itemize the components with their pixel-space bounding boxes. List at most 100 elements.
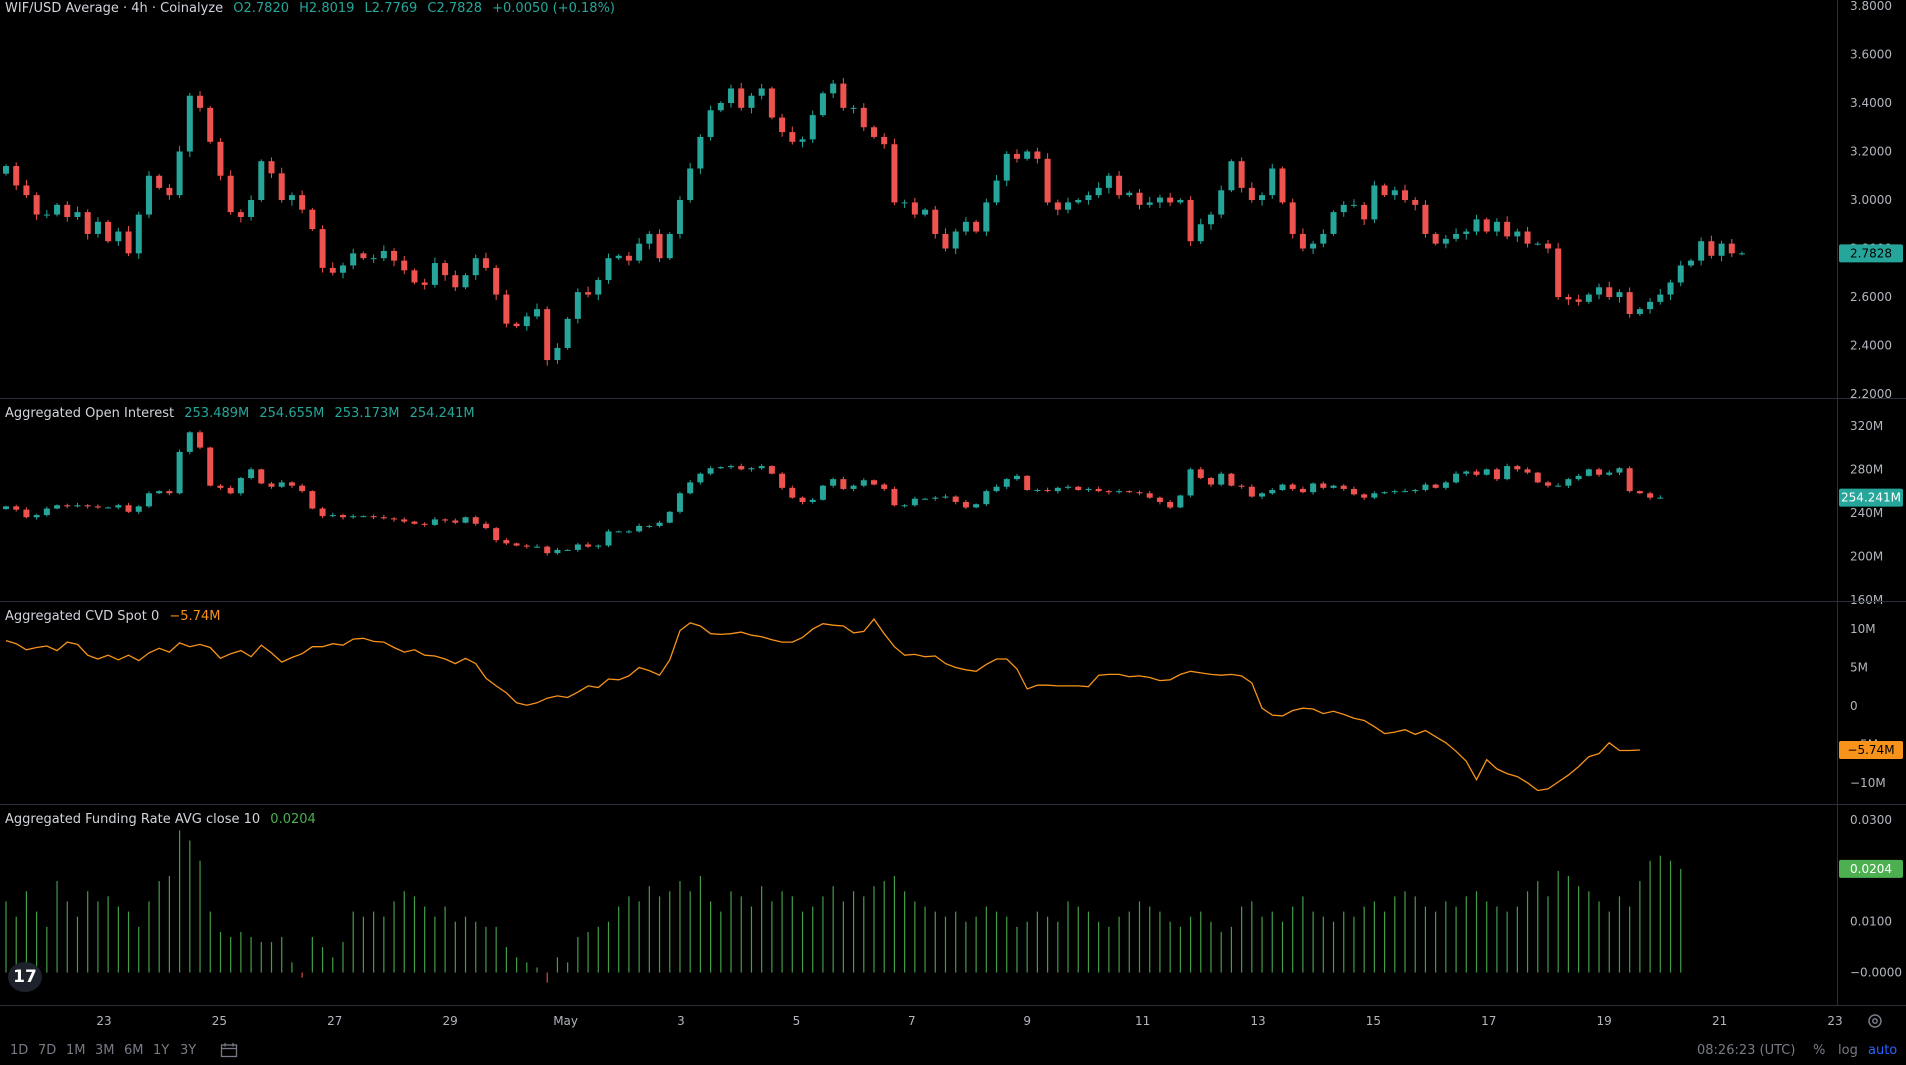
- oi-candle: [1463, 471, 1470, 474]
- oi-candle: [1218, 473, 1225, 485]
- price-candle: [625, 255, 632, 261]
- oi-candle: [1453, 473, 1460, 483]
- price-candle: [1279, 168, 1286, 203]
- price-candle: [319, 229, 326, 268]
- price-candle: [166, 187, 173, 196]
- log-scale-toggle[interactable]: log: [1838, 1043, 1858, 1058]
- percent-scale-toggle[interactable]: %: [1813, 1043, 1826, 1058]
- price-candle: [1504, 221, 1511, 237]
- oi-candle: [1238, 485, 1245, 487]
- auto-scale-toggle[interactable]: auto: [1868, 1043, 1898, 1058]
- price-candle: [1116, 175, 1123, 196]
- oi-candle: [94, 506, 101, 508]
- oi-candle: [1228, 473, 1235, 486]
- price-candle: [197, 95, 204, 108]
- range-1m-button[interactable]: 1M: [66, 1043, 86, 1058]
- price-candle: [1402, 190, 1409, 200]
- oi-candle: [697, 473, 704, 483]
- price-axis-tick: 2.4000: [1850, 339, 1892, 353]
- oi-candle: [544, 546, 551, 554]
- price-candle: [54, 204, 61, 215]
- range-3m-button[interactable]: 3M: [95, 1043, 115, 1058]
- price-candle: [697, 136, 704, 169]
- price-candle: [1677, 265, 1684, 283]
- price-candle: [1606, 287, 1613, 297]
- oi-candle: [1269, 490, 1276, 494]
- oi-candle: [1616, 468, 1623, 473]
- price-candle: [1075, 200, 1082, 203]
- oi-candle: [309, 491, 316, 509]
- oi-candle: [983, 491, 990, 505]
- oi-axis-tick: 280M: [1850, 462, 1883, 476]
- price-axis-separator: [1837, 0, 1838, 1005]
- pane-separator[interactable]: [0, 601, 1906, 602]
- oi-candle: [74, 505, 81, 507]
- oi-candle: [217, 485, 224, 488]
- oi-candle: [1248, 486, 1255, 497]
- price-candle: [1565, 297, 1572, 300]
- range-3y-button[interactable]: 3Y: [180, 1043, 197, 1058]
- range-1y-button[interactable]: 1Y: [153, 1043, 170, 1058]
- pane-separator[interactable]: [0, 804, 1906, 805]
- price-candle: [707, 110, 714, 137]
- oi-candle: [973, 504, 980, 508]
- price-candle: [23, 185, 30, 196]
- price-candle: [1473, 219, 1480, 232]
- oi-candle: [329, 515, 336, 517]
- range-7d-button[interactable]: 7D: [38, 1043, 57, 1058]
- calendar-icon[interactable]: [220, 1042, 238, 1058]
- settings-gear-icon[interactable]: [1866, 1012, 1884, 1030]
- price-candle: [1687, 260, 1694, 266]
- price-candle: [1207, 214, 1214, 225]
- axes-layer: 3.80003.60003.40003.20003.00002.80002.60…: [96, 0, 1903, 1028]
- oi-candle: [258, 469, 265, 484]
- oi-candle: [1483, 469, 1490, 475]
- price-candle: [1381, 185, 1388, 196]
- range-1d-button[interactable]: 1D: [10, 1043, 29, 1058]
- cvd-title: Aggregated CVD Spot 0: [5, 609, 160, 624]
- price-candle: [370, 258, 377, 260]
- price-candle: [1708, 241, 1715, 256]
- price-candle: [1228, 161, 1235, 191]
- oi-candle: [1207, 478, 1214, 485]
- price-title: WIF/USD Average · 4h · Coinalyze: [5, 1, 224, 16]
- pane-separator[interactable]: [0, 398, 1906, 399]
- utc-clock[interactable]: 08:26:23 (UTC): [1697, 1043, 1796, 1058]
- price-candle: [1054, 202, 1061, 210]
- price-candle: [1544, 243, 1551, 249]
- oi-candle: [13, 506, 20, 510]
- oi-candle: [237, 478, 244, 494]
- oi-candle: [1657, 497, 1664, 499]
- oi-candle: [860, 480, 867, 486]
- price-candle: [687, 168, 694, 200]
- funding-axis-tick: 0.0100: [1850, 915, 1892, 929]
- price-candle: [1626, 292, 1633, 314]
- price-candle: [1136, 192, 1143, 205]
- price-candle: [431, 263, 438, 285]
- price-candle: [186, 95, 193, 152]
- oi-candle: [758, 466, 765, 469]
- time-axis-tick: May: [553, 1014, 578, 1028]
- oi-candle: [339, 515, 346, 518]
- price-candle: [1310, 243, 1317, 249]
- price-candle: [544, 309, 551, 361]
- price-last-badge-bg: [1839, 244, 1903, 263]
- oi-last-badge: 254.241M: [1841, 491, 1901, 505]
- tradingview-logo-icon[interactable]: 17: [8, 962, 42, 992]
- price-candle: [1463, 231, 1470, 234]
- oi-candle: [625, 531, 632, 533]
- range-6m-button[interactable]: 6M: [124, 1043, 144, 1058]
- oi-candle: [1044, 490, 1051, 492]
- price-candle: [115, 231, 122, 242]
- price-candle: [1095, 187, 1102, 196]
- oi-candle: [411, 521, 418, 524]
- oi-candle: [922, 498, 929, 500]
- price-candle: [605, 258, 612, 281]
- time-axis-separator: [0, 1005, 1906, 1006]
- price-candle: [339, 265, 346, 273]
- price-candle: [64, 204, 71, 217]
- oi-close: 254.241M: [409, 406, 475, 421]
- price-candle: [1105, 175, 1112, 188]
- funding-axis-tick: −0.0000: [1850, 966, 1902, 980]
